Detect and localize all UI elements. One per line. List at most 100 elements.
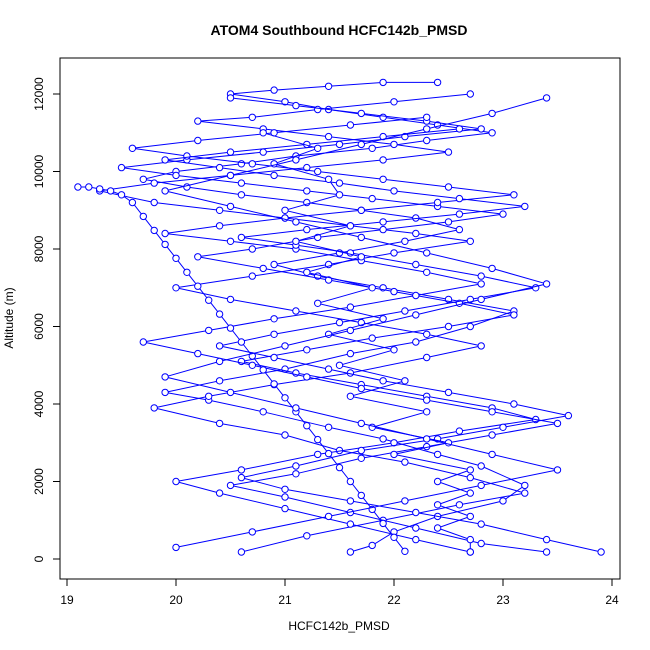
data-point	[423, 408, 431, 416]
data-point	[466, 512, 474, 521]
data-point	[488, 408, 496, 416]
data-point	[521, 481, 529, 490]
data-point	[423, 125, 431, 133]
data-point	[379, 132, 387, 141]
data-point	[379, 435, 387, 443]
data-point	[335, 463, 344, 472]
data-point	[477, 462, 485, 470]
data-point	[477, 272, 485, 280]
data-point	[292, 470, 300, 478]
data-point	[521, 202, 529, 211]
data-point	[390, 450, 398, 459]
data-point	[270, 315, 278, 323]
data-point	[161, 388, 169, 397]
data-point	[488, 109, 496, 118]
data-point	[117, 163, 126, 172]
data-point	[412, 229, 420, 238]
series-1	[96, 90, 529, 556]
data-point	[455, 125, 464, 133]
data-point	[477, 481, 485, 490]
data-point	[96, 185, 104, 193]
data-point	[379, 156, 387, 164]
data-point	[292, 156, 300, 164]
data-point	[303, 225, 311, 234]
series-4	[161, 125, 605, 556]
data-point	[357, 140, 365, 149]
data-point	[270, 171, 278, 180]
data-point	[521, 489, 529, 497]
data-point	[226, 481, 235, 490]
data-point	[237, 473, 246, 482]
data-point	[215, 206, 224, 215]
data-point	[303, 346, 311, 354]
series-line	[143, 81, 526, 553]
data-point	[488, 129, 496, 137]
data-point	[412, 311, 420, 319]
data-point	[237, 466, 246, 474]
data-point	[139, 338, 148, 346]
data-point	[303, 187, 311, 195]
data-point	[335, 318, 344, 327]
data-point	[488, 450, 496, 459]
data-point	[477, 280, 485, 288]
data-point	[390, 346, 398, 354]
data-point	[237, 548, 246, 556]
data-point	[444, 148, 453, 156]
data-point	[117, 191, 126, 199]
data-point	[324, 423, 333, 431]
y-tick-label: 0	[32, 555, 46, 562]
data-point	[357, 491, 365, 500]
data-point	[433, 477, 442, 486]
data-point	[314, 144, 322, 153]
data-point	[324, 512, 333, 521]
data-point	[106, 187, 115, 195]
data-point	[161, 187, 169, 195]
data-point	[488, 264, 496, 273]
x-tick-label: 20	[169, 593, 183, 607]
data-point	[194, 253, 202, 261]
plot-area	[74, 78, 605, 556]
data-point	[379, 218, 387, 226]
data-point	[477, 125, 485, 133]
data-point	[281, 504, 289, 513]
data-point	[346, 222, 355, 230]
data-point	[466, 489, 474, 497]
data-point	[85, 183, 93, 191]
data-point	[324, 449, 333, 458]
data-point	[292, 404, 300, 412]
data-point	[314, 105, 322, 114]
data-point	[150, 198, 158, 207]
x-tick-label: 22	[387, 593, 401, 607]
x-tick-label: 19	[60, 593, 74, 607]
series-line	[99, 93, 525, 553]
data-point	[270, 330, 278, 338]
data-point	[248, 245, 257, 253]
data-point	[433, 501, 442, 509]
data-point	[324, 276, 333, 284]
data-point	[346, 303, 355, 311]
data-point	[215, 419, 224, 428]
data-point	[226, 324, 235, 332]
data-point	[215, 163, 224, 172]
data-point	[401, 497, 409, 505]
data-point	[237, 338, 246, 346]
data-point	[303, 422, 311, 430]
data-point	[215, 357, 224, 366]
data-point	[259, 366, 267, 374]
data-point	[346, 121, 355, 129]
data-point	[390, 140, 398, 149]
data-point	[161, 240, 169, 249]
data-point	[205, 326, 213, 335]
data-point	[553, 466, 562, 474]
data-point	[477, 295, 485, 304]
data-point	[172, 477, 180, 486]
data-point	[215, 377, 224, 385]
data-point	[379, 113, 387, 122]
data-point	[346, 349, 355, 358]
data-point	[466, 237, 474, 246]
data-point	[183, 152, 191, 160]
data-point	[466, 535, 474, 544]
y-tick-label: 6000	[32, 313, 46, 340]
data-point	[423, 353, 431, 362]
data-point	[172, 254, 180, 262]
